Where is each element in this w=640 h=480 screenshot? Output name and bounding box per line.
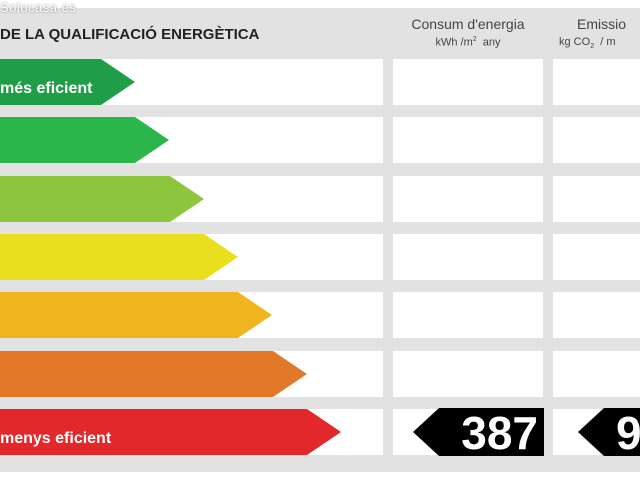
- emissions-cell: [553, 59, 640, 105]
- rating-arrow: [0, 351, 307, 397]
- label-title: DE LA QUALIFICACIÓ ENERGÈTICA: [0, 26, 260, 43]
- consum-cell: [393, 234, 543, 280]
- watermark: Solocasa.es: [0, 0, 77, 15]
- rating-arrow: [0, 176, 204, 222]
- consum-cell: [393, 176, 543, 222]
- consum-title: Consum d'energia: [411, 16, 525, 32]
- consum-value-badge: 387: [413, 408, 544, 456]
- consum-cell: [393, 351, 543, 397]
- emissions-title: Emissio: [577, 16, 627, 32]
- consum-cell: [393, 292, 543, 338]
- rating-arrow-label: menys eficient: [0, 430, 112, 447]
- consum-cell: [393, 117, 543, 163]
- consum-unit: kWh /m2 any: [435, 36, 501, 49]
- rating-arrow: menys eficient: [0, 409, 341, 455]
- consum-value: 387: [461, 407, 538, 459]
- emissions-column-header: Emissio kg CO2 / m: [553, 16, 640, 50]
- rating-arrow: [0, 292, 272, 338]
- rating-arrow: [0, 117, 169, 163]
- rating-arrow: [0, 234, 238, 280]
- rating-arrow-label: més eficient: [0, 80, 93, 97]
- emissions-cell: [553, 234, 640, 280]
- emissions-value: 9: [616, 407, 640, 459]
- consum-cell: [393, 59, 543, 105]
- emissions-unit: kg CO2 / m: [559, 36, 616, 51]
- emissions-cell: [553, 351, 640, 397]
- emissions-cell: [553, 292, 640, 338]
- emissions-cell: [553, 176, 640, 222]
- consum-column-header: Consum d'energia kWh /m2 any: [393, 16, 543, 49]
- emissions-cell: [553, 117, 640, 163]
